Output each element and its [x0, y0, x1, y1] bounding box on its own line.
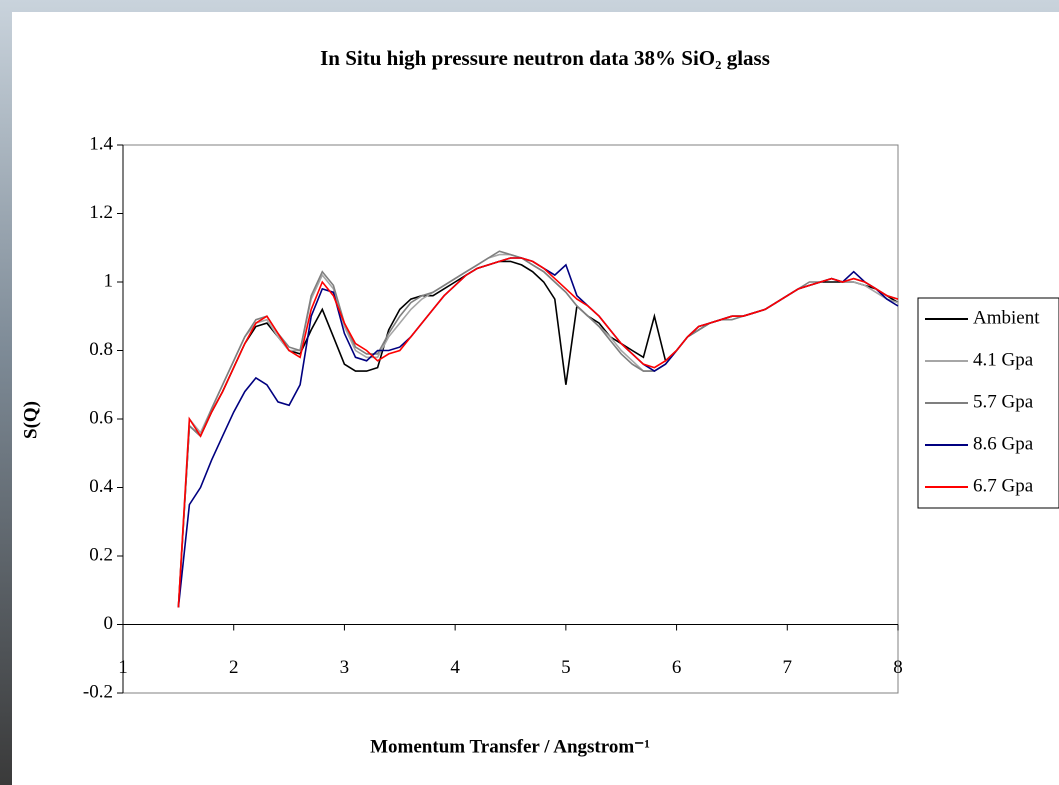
legend-label: 8.6 Gpa [973, 433, 1034, 454]
x-tick-label: 6 [672, 657, 682, 678]
x-tick-label: 8 [893, 657, 903, 678]
legend-label: Ambient [973, 307, 1040, 328]
y-tick-label: 1 [104, 270, 114, 291]
y-tick-label: 0.2 [89, 544, 113, 565]
y-tick-label: 0 [104, 613, 114, 634]
y-tick-label: 0.6 [89, 407, 113, 428]
legend-label: 4.1 Gpa [973, 349, 1034, 370]
y-tick-label: 1.2 [89, 202, 113, 223]
y-tick-label: 0.4 [89, 476, 113, 497]
x-tick-label: 7 [783, 657, 793, 678]
x-tick-label: 1 [118, 657, 128, 678]
x-tick-label: 4 [450, 657, 460, 678]
y-tick-label: -0.2 [83, 681, 113, 702]
series-line [177, 257, 899, 608]
legend-label: 5.7 Gpa [973, 391, 1034, 412]
x-axis-label: Momentum Transfer / Angstrom⁻¹ [370, 736, 650, 757]
x-tick-label: 3 [340, 657, 350, 678]
legend-label: 6.7 Gpa [973, 475, 1034, 496]
y-tick-label: 1.4 [89, 133, 113, 154]
chart-panel [12, 12, 1059, 785]
x-tick-label: 5 [561, 657, 571, 678]
y-axis-label: S(Q) [20, 401, 41, 439]
y-tick-label: 0.8 [89, 339, 113, 360]
chart-title: In Situ high pressure neutron data 38% S… [320, 46, 770, 70]
x-tick-label: 2 [229, 657, 239, 678]
